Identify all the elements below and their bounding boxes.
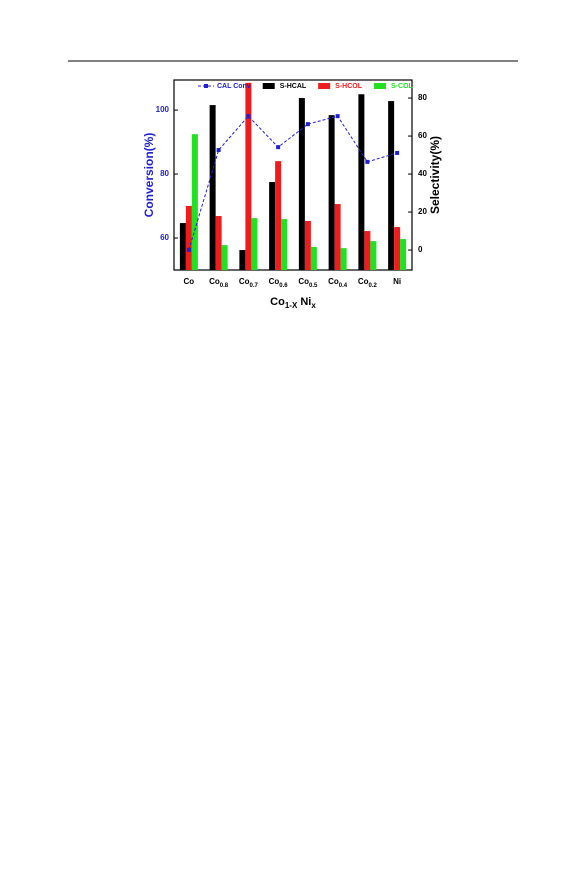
bar: [334, 204, 341, 270]
bar: [364, 231, 371, 270]
x-axis-label-part: x: [311, 301, 316, 310]
x-tick-label: Co0.5: [298, 277, 318, 288]
bar: [245, 82, 252, 270]
bar: [304, 220, 311, 270]
bar: [370, 241, 377, 270]
point: [365, 159, 370, 164]
x-axis-label-part: Ni: [297, 296, 311, 308]
bar: [298, 98, 305, 270]
point: [305, 122, 310, 127]
bar: [281, 219, 288, 270]
bar: [388, 101, 395, 270]
bar: [328, 115, 335, 271]
x-tick-label: Co0.2: [358, 277, 378, 288]
bar: [221, 245, 228, 270]
x-tick-label: Co0.4: [328, 277, 348, 288]
point: [246, 114, 251, 119]
legend-label: S-COL: [391, 83, 414, 90]
point: [395, 150, 400, 155]
y2-axis-label: Selectivity(%): [428, 136, 442, 214]
x-tick-label: Ni: [393, 277, 401, 286]
y2-tick-label: 20: [418, 207, 427, 216]
y-tick-label: 60: [160, 233, 169, 242]
x-axis-label-part: Co: [270, 296, 285, 308]
point: [276, 145, 281, 150]
legend-marker: [204, 84, 208, 88]
x-axis-label: Co1-X Nix: [270, 296, 316, 310]
y-tick-label: 100: [156, 105, 170, 114]
y2-tick-label: 40: [418, 169, 427, 178]
bar: [215, 216, 222, 270]
x-axis-label-part: 1-X: [285, 301, 298, 310]
bar: [209, 105, 216, 270]
bar: [269, 182, 276, 270]
bar: [340, 248, 347, 270]
x-tick-label: Co: [184, 277, 195, 286]
bar: [275, 161, 282, 270]
point: [186, 247, 191, 252]
bar: [179, 223, 186, 270]
bar: [394, 227, 401, 270]
bar: [239, 250, 246, 270]
line: [188, 115, 398, 250]
y-tick-label: 80: [160, 169, 169, 178]
point: [335, 114, 340, 119]
legend-label: CAL Conv: [217, 83, 251, 90]
legend-swatch: [262, 83, 275, 89]
legend-swatch: [374, 83, 387, 89]
bar: [185, 205, 192, 270]
legend-swatch: [318, 83, 331, 89]
y-axis-label: Conversion(%): [142, 133, 156, 218]
bar: [400, 239, 407, 270]
x-tick-label: Co0.8: [209, 277, 229, 288]
y2-tick-label: 60: [418, 131, 427, 140]
x-tick-label: Co0.6: [269, 277, 289, 288]
bar: [358, 94, 365, 270]
y2-tick-label: 80: [418, 93, 427, 102]
y2-tick-label: 0: [418, 245, 423, 254]
bar: [191, 134, 198, 270]
legend-label: S-HCOL: [335, 83, 363, 90]
plot-frame: [173, 79, 413, 271]
bar: [251, 218, 258, 270]
point: [216, 148, 221, 153]
legend-label: S-HCAL: [280, 83, 307, 90]
x-tick-label: Co0.7: [239, 277, 259, 288]
bar: [310, 247, 317, 270]
